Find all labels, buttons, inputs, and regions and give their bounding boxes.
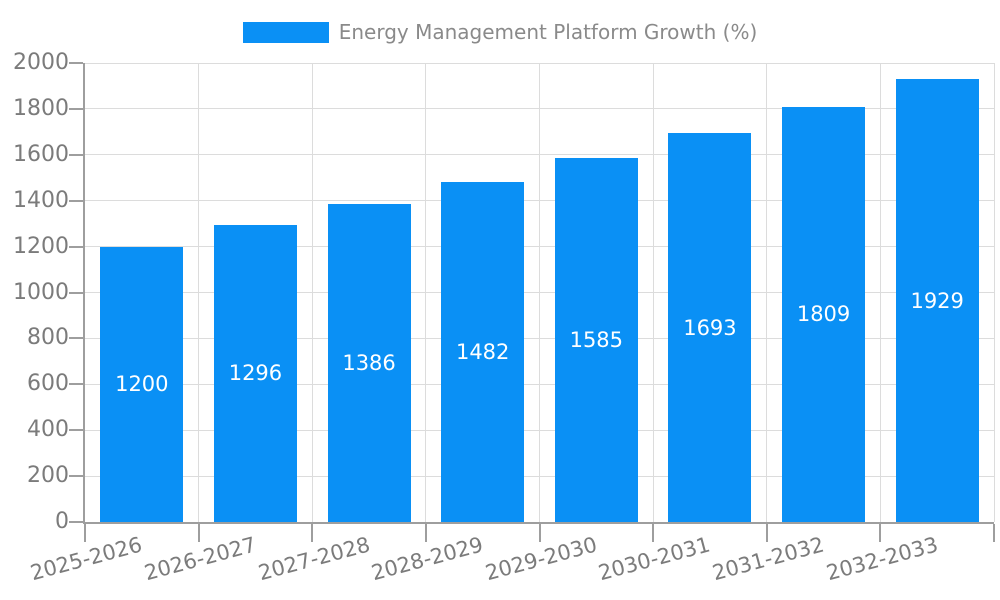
bar-value-label: 1809 xyxy=(796,302,851,327)
v-gridline xyxy=(311,63,313,522)
x-axis-label: 2027-2028 xyxy=(255,532,373,586)
v-gridline xyxy=(539,63,540,522)
y-axis-tick xyxy=(69,62,83,64)
bar-value-label: 1296 xyxy=(228,361,283,386)
x-axis-label: 2029-2030 xyxy=(482,532,600,586)
x-axis-tick xyxy=(993,524,995,542)
v-gridline xyxy=(766,63,768,522)
bar-value-label: 1929 xyxy=(910,288,964,313)
v-gridline xyxy=(993,63,995,522)
bar: 1809 xyxy=(782,106,866,522)
y-axis-tick xyxy=(69,199,83,202)
x-axis-line xyxy=(83,522,994,524)
bar: 1296 xyxy=(213,224,297,522)
bar: 1200 xyxy=(100,246,184,522)
bar-value-label: 1200 xyxy=(115,372,169,397)
bar: 1929 xyxy=(895,79,979,522)
v-gridline xyxy=(879,63,881,522)
y-axis-tick xyxy=(69,521,83,523)
y-axis-label: 200 xyxy=(27,463,69,489)
bar-value-label: 1693 xyxy=(683,315,737,340)
bar: 1386 xyxy=(327,203,411,522)
chart-legend: Energy Management Platform Growth (%) xyxy=(0,20,1000,44)
bar: 1482 xyxy=(441,181,525,522)
x-axis-label: 2031-2032 xyxy=(709,532,827,586)
y-axis-tick xyxy=(69,475,83,478)
x-axis-label: 2025-2026 xyxy=(28,532,145,586)
y-axis-label: 800 xyxy=(27,325,69,351)
y-axis-line xyxy=(83,63,85,524)
y-axis-tick xyxy=(69,245,83,248)
x-axis-label: 2030-2031 xyxy=(596,532,714,586)
y-axis-label: 0 xyxy=(55,509,69,534)
y-axis-label: 1600 xyxy=(13,141,69,167)
x-axis-label: 2028-2029 xyxy=(369,532,486,586)
x-axis-label: 2026-2027 xyxy=(141,532,259,586)
y-axis-tick xyxy=(69,291,83,294)
bar-value-label: 1482 xyxy=(455,339,510,364)
bar-value-label: 1386 xyxy=(342,350,396,375)
v-gridline xyxy=(652,63,654,522)
v-gridline xyxy=(425,63,427,522)
x-axis-label: 2032-2033 xyxy=(823,532,941,586)
plot-area: 0 200 400 600 800 1000 1200 1400 1600 1800 2000 120… xyxy=(13,52,995,585)
y-axis-label: 1200 xyxy=(13,233,69,259)
v-gridline xyxy=(198,63,200,522)
y-axis-tick xyxy=(69,337,83,340)
x-axis-tick xyxy=(424,524,427,542)
y-axis-label: 600 xyxy=(27,371,69,397)
bar: 1693 xyxy=(668,133,752,522)
x-axis-tick xyxy=(879,524,882,542)
legend-label: Energy Management Platform Growth (%) xyxy=(338,20,758,44)
bar: 1585 xyxy=(554,158,638,522)
y-axis-label: 1400 xyxy=(13,187,69,213)
bar-value-label: 1585 xyxy=(569,328,624,353)
x-axis-tick xyxy=(538,524,541,542)
y-axis-tick xyxy=(69,383,83,386)
y-axis-label: 1800 xyxy=(13,95,69,121)
x-axis-tick xyxy=(84,524,86,542)
y-axis-label: 2000 xyxy=(13,50,69,75)
y-axis-label: 1000 xyxy=(13,279,69,305)
x-axis-tick xyxy=(765,524,768,542)
legend-swatch xyxy=(242,21,329,43)
y-axis-tick xyxy=(69,153,83,156)
y-axis-tick xyxy=(69,107,83,110)
x-axis-tick xyxy=(311,524,314,542)
y-axis-label: 400 xyxy=(27,417,69,443)
x-axis-tick xyxy=(197,524,200,542)
x-axis-tick xyxy=(652,524,655,542)
y-axis-tick xyxy=(69,429,83,432)
